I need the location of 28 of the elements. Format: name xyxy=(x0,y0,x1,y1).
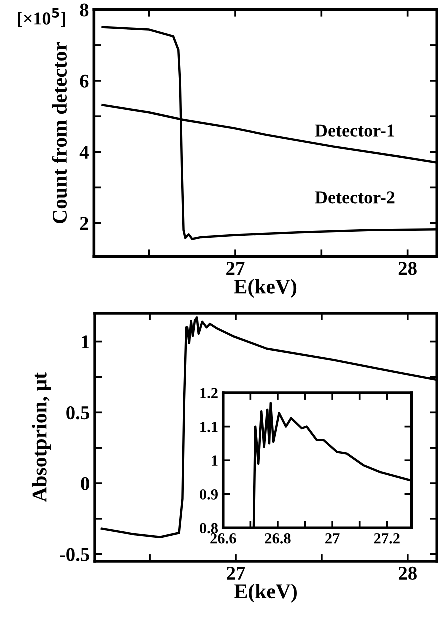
y-axis-title: Count from detector xyxy=(52,42,68,224)
y-tick-label: 0 xyxy=(81,477,90,490)
x-tick-label: 26.8 xyxy=(265,533,291,544)
text: [×10$^{5}$] xyxy=(18,8,66,28)
y-tick-label: 4 xyxy=(80,146,89,159)
y-tick-label: -0.5 xyxy=(60,548,90,562)
y-tick-label: 1.2 xyxy=(200,388,218,399)
y-tick-label: 2 xyxy=(80,217,88,230)
x-axis-title: E(keV) xyxy=(234,584,297,603)
y-tick-label: 1.1 xyxy=(200,422,218,432)
y-tick-label: 0.8 xyxy=(200,523,218,534)
y-tick-label: 0.9 xyxy=(200,490,218,500)
y-axis-title: Absotprion, μt xyxy=(32,372,52,502)
x-tick-label: 28 xyxy=(398,566,417,580)
x-tick-label: 27.2 xyxy=(374,534,400,544)
y-tick-label: 6 xyxy=(80,74,89,88)
x-tick-label: 28 xyxy=(398,262,417,276)
y-tick-label: 0.5 xyxy=(66,406,90,420)
x-tick-label: 27 xyxy=(227,566,246,580)
x-tick-label: 27 xyxy=(226,262,245,276)
series-label: Detector-1 xyxy=(315,124,395,137)
x-tick-label: 26.6 xyxy=(210,534,236,544)
legend-label: Detector-2 xyxy=(315,192,395,204)
y-tick-label: 8 xyxy=(80,4,89,17)
y-tick-label: 1 xyxy=(82,336,90,349)
x-tick-label: 27 xyxy=(326,534,340,544)
x-axis-title: E(keV) xyxy=(234,279,297,298)
y-tick-label: 1 xyxy=(212,456,218,466)
